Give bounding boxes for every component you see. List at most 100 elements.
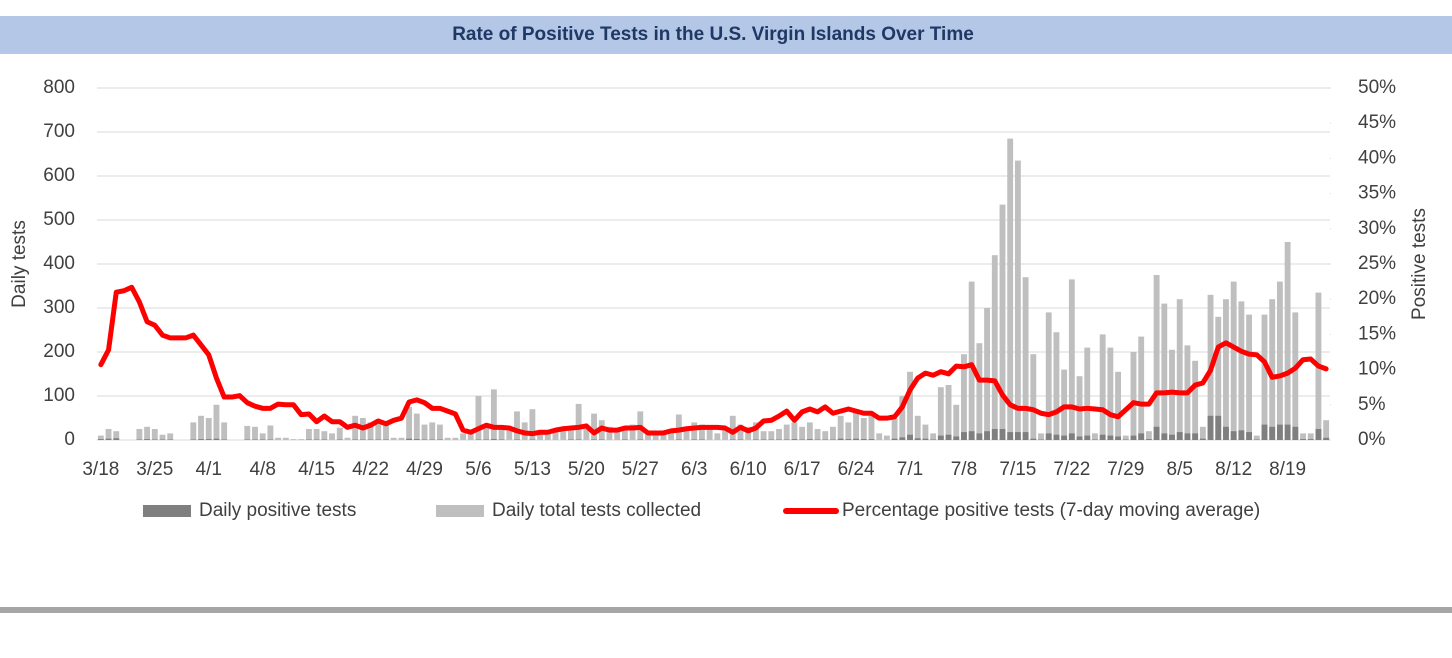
bar	[1130, 352, 1137, 440]
bar	[614, 429, 621, 440]
y-axis-label: Daily tests	[9, 220, 30, 308]
x-tick-label: 6/10	[730, 459, 767, 480]
bar	[213, 438, 220, 440]
bar	[1169, 434, 1175, 440]
y2-tick-label: 15%	[1358, 323, 1396, 344]
bar	[629, 424, 636, 440]
bar	[375, 420, 382, 440]
bar	[1246, 314, 1253, 440]
legend-label: Daily total tests collected	[492, 500, 701, 521]
x-tick-label: 3/25	[136, 459, 173, 480]
bar	[1300, 433, 1306, 440]
bar	[907, 434, 913, 440]
x-tick-label: 7/22	[1053, 459, 1090, 480]
y-tick-label: 400	[43, 253, 75, 274]
bar	[1161, 303, 1168, 440]
bar	[282, 437, 289, 440]
x-tick-label: 6/3	[681, 459, 707, 480]
bar	[1053, 332, 1060, 440]
bar	[1176, 299, 1183, 440]
bar	[953, 404, 960, 440]
bar	[213, 404, 220, 440]
bar	[1107, 435, 1114, 440]
bar	[976, 433, 983, 440]
bar	[506, 429, 513, 440]
bar	[837, 438, 844, 440]
bar	[436, 424, 443, 440]
x-tick-label: 4/1	[196, 459, 222, 480]
bar	[1192, 360, 1199, 440]
x-tick-label: 8/19	[1269, 459, 1306, 480]
x-tick-label: 5/6	[465, 459, 491, 480]
bar	[1053, 434, 1060, 440]
bar	[444, 437, 451, 440]
bar	[1230, 281, 1237, 440]
bar	[606, 426, 613, 440]
bar	[1099, 334, 1106, 440]
bar	[1192, 433, 1199, 440]
bar	[722, 426, 728, 440]
y2-tick-label: 25%	[1358, 253, 1396, 274]
bar	[1215, 415, 1222, 440]
bar	[1014, 432, 1021, 440]
bar	[259, 433, 266, 440]
bar	[568, 426, 574, 440]
x-tick-label: 5/20	[568, 459, 605, 480]
bar	[1323, 420, 1330, 440]
bar	[930, 433, 937, 440]
x-tick-label: 4/15	[298, 459, 335, 480]
bar	[198, 439, 204, 440]
y-tick-label: 600	[43, 165, 75, 186]
bar	[298, 439, 305, 440]
bar	[367, 422, 374, 440]
bar	[776, 429, 782, 440]
bar	[699, 424, 705, 440]
x-tick-label: 4/29	[406, 459, 443, 480]
bar	[984, 431, 991, 440]
bar	[529, 409, 536, 440]
bar	[799, 426, 806, 440]
bar	[914, 415, 921, 440]
bar	[1207, 415, 1214, 440]
y2-tick-label: 40%	[1358, 147, 1396, 168]
bar	[1045, 312, 1052, 440]
y2-tick-label: 10%	[1358, 359, 1396, 380]
bar	[552, 429, 559, 440]
bar	[1153, 275, 1160, 440]
bar	[1261, 314, 1268, 440]
x-tick-label: 5/27	[622, 459, 659, 480]
y2-tick-label: 50%	[1358, 77, 1396, 98]
x-tick-label: 7/8	[951, 459, 977, 480]
bar	[1169, 349, 1175, 440]
bar	[421, 424, 428, 440]
bar	[1153, 426, 1160, 440]
bar	[151, 429, 158, 440]
bar	[837, 415, 844, 440]
bar	[1138, 336, 1145, 440]
bar	[575, 403, 582, 440]
bar	[205, 418, 212, 440]
bar	[460, 433, 466, 440]
y2-tick-label: 35%	[1358, 183, 1396, 204]
bar	[267, 425, 274, 440]
legend-swatch	[143, 505, 191, 517]
bar	[976, 343, 983, 440]
bar	[1138, 433, 1145, 440]
bar	[652, 433, 659, 440]
bar	[1199, 426, 1206, 440]
bar	[706, 429, 713, 440]
bar	[1292, 312, 1299, 440]
y2-tick-label: 0%	[1358, 429, 1386, 450]
x-tick-label: 8/5	[1167, 459, 1193, 480]
y2-tick-label: 30%	[1358, 218, 1396, 239]
y-tick-label: 700	[43, 121, 75, 142]
bar	[860, 439, 867, 440]
bar	[305, 429, 312, 440]
bar	[922, 424, 929, 440]
bar	[252, 426, 258, 440]
bar	[945, 434, 952, 440]
bar	[1014, 160, 1021, 440]
y2-tick-label: 45%	[1358, 112, 1396, 133]
bar	[475, 396, 482, 440]
